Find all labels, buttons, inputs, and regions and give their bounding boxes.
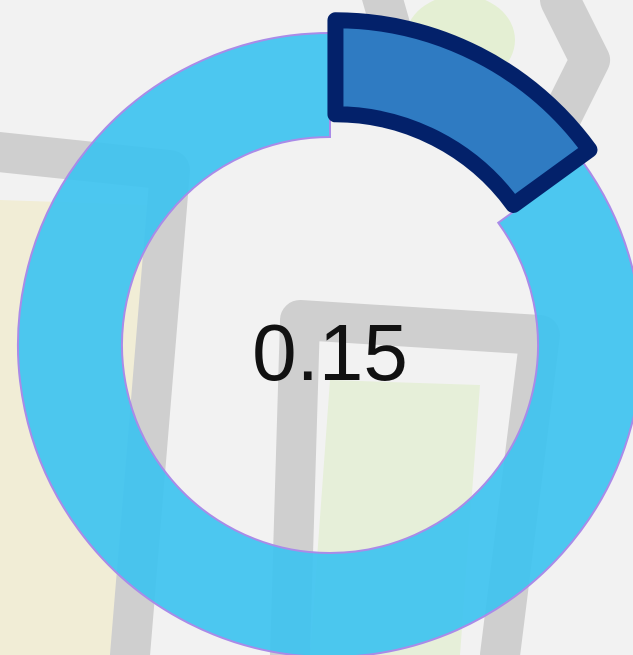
page: 0.15 (() => { const data = JSON.parse(do… bbox=[0, 0, 633, 655]
center-label: 0.15 bbox=[252, 308, 408, 397]
chart: 0.15 bbox=[0, 0, 633, 655]
